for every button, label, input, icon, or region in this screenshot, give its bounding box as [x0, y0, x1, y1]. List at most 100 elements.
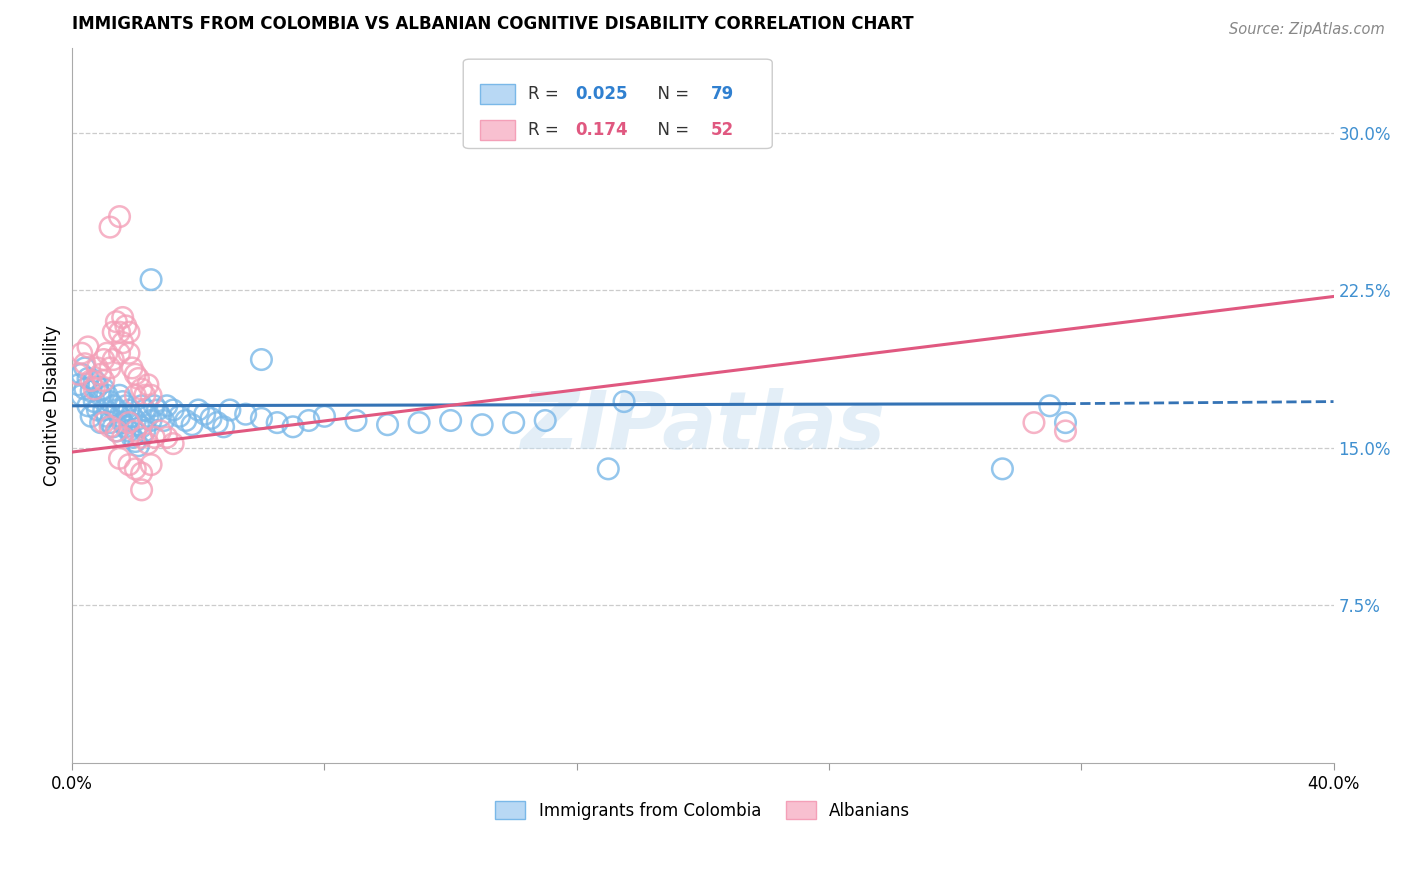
Point — [131, 466, 153, 480]
Text: N =: N = — [647, 85, 695, 103]
Point — [131, 483, 153, 497]
Point — [114, 419, 136, 434]
Point — [146, 403, 169, 417]
Point — [613, 394, 636, 409]
Point — [124, 413, 146, 427]
Point — [127, 439, 149, 453]
Text: IMMIGRANTS FROM COLOMBIA VS ALBANIAN COGNITIVE DISABILITY CORRELATION CHART: IMMIGRANTS FROM COLOMBIA VS ALBANIAN COG… — [72, 15, 914, 33]
FancyBboxPatch shape — [463, 59, 772, 148]
Point — [93, 403, 115, 417]
Point — [108, 210, 131, 224]
Point — [187, 403, 209, 417]
Text: R =: R = — [527, 85, 564, 103]
Point — [162, 403, 184, 417]
Point — [121, 409, 143, 424]
Point — [136, 409, 159, 424]
Point — [98, 220, 121, 235]
FancyBboxPatch shape — [479, 120, 515, 140]
Point — [219, 403, 242, 417]
Point — [90, 416, 112, 430]
Point — [111, 310, 134, 325]
Point — [169, 409, 191, 424]
Point — [111, 335, 134, 350]
Point — [90, 388, 112, 402]
Text: 52: 52 — [710, 121, 734, 139]
Text: 0.025: 0.025 — [575, 85, 628, 103]
Point — [502, 416, 524, 430]
Point — [991, 462, 1014, 476]
Point — [314, 409, 336, 424]
Point — [98, 361, 121, 376]
Point — [134, 424, 156, 438]
Point — [77, 340, 100, 354]
Point — [83, 374, 105, 388]
Point — [121, 430, 143, 444]
Point — [439, 413, 461, 427]
Point — [80, 374, 103, 388]
Point — [86, 403, 108, 417]
Point — [1054, 416, 1077, 430]
Point — [194, 407, 217, 421]
Point — [143, 430, 166, 444]
Point — [156, 430, 179, 444]
Point — [105, 403, 128, 417]
Point — [77, 371, 100, 385]
Point — [131, 419, 153, 434]
Point — [73, 382, 96, 396]
Point — [83, 382, 105, 396]
Point — [200, 411, 222, 425]
Point — [235, 407, 257, 421]
Point — [114, 318, 136, 333]
Point — [136, 436, 159, 450]
Point — [67, 377, 90, 392]
Point — [86, 380, 108, 394]
Point — [534, 413, 557, 427]
Point — [143, 399, 166, 413]
Point — [118, 346, 141, 360]
Point — [344, 413, 367, 427]
Text: 0.174: 0.174 — [575, 121, 628, 139]
Point — [93, 374, 115, 388]
Point — [103, 419, 125, 434]
Point — [207, 416, 229, 430]
Point — [124, 388, 146, 402]
Point — [111, 416, 134, 430]
Point — [598, 462, 620, 476]
Point — [96, 409, 118, 424]
Point — [136, 377, 159, 392]
Point — [108, 346, 131, 360]
Point — [103, 352, 125, 367]
Point — [77, 399, 100, 413]
Point — [1022, 416, 1045, 430]
Point — [103, 399, 125, 413]
Point — [80, 409, 103, 424]
Point — [105, 424, 128, 438]
Point — [105, 315, 128, 329]
Text: R =: R = — [527, 121, 564, 139]
Point — [131, 399, 153, 413]
Point — [93, 382, 115, 396]
Y-axis label: Cognitive Disability: Cognitive Disability — [44, 326, 60, 486]
Point — [108, 325, 131, 339]
Point — [124, 424, 146, 438]
Point — [152, 413, 174, 427]
Point — [83, 394, 105, 409]
Point — [108, 388, 131, 402]
Point — [162, 436, 184, 450]
Point — [131, 382, 153, 396]
Point — [108, 451, 131, 466]
Point — [67, 368, 90, 382]
Point — [134, 388, 156, 402]
Point — [127, 371, 149, 385]
Point — [1039, 399, 1062, 413]
Text: Source: ZipAtlas.com: Source: ZipAtlas.com — [1229, 22, 1385, 37]
Point — [121, 361, 143, 376]
Point — [149, 409, 172, 424]
Point — [131, 430, 153, 444]
Point — [139, 273, 162, 287]
Point — [118, 325, 141, 339]
Point — [250, 352, 273, 367]
Point — [250, 411, 273, 425]
Point — [70, 368, 93, 382]
Point — [134, 403, 156, 417]
